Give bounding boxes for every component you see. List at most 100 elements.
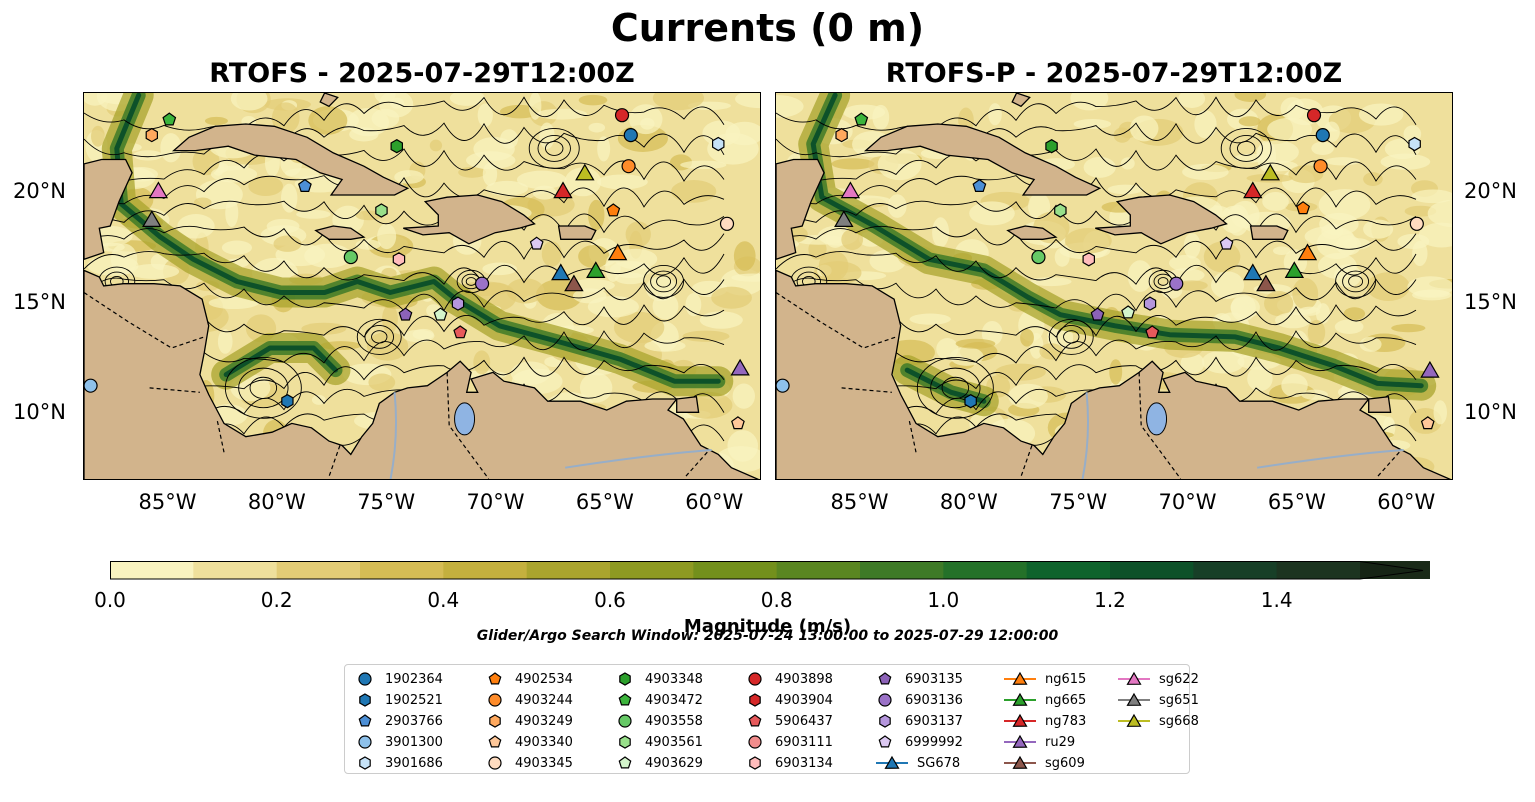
legend-item-4903898: 4903898 xyxy=(745,669,833,689)
platform-5906437 xyxy=(453,325,468,339)
legend-marker-icon xyxy=(358,672,372,686)
streamline xyxy=(776,174,1417,208)
platform-6903134 xyxy=(392,252,406,267)
platform-4903249 xyxy=(145,127,159,143)
map-canvas xyxy=(776,93,1452,479)
streamline xyxy=(84,225,725,260)
glider-ng615 xyxy=(607,243,628,261)
legend-marker-icon xyxy=(1004,755,1036,769)
streamline xyxy=(84,96,725,131)
legend-label: sg668 xyxy=(1159,713,1199,729)
land-jamaica xyxy=(314,225,366,240)
legend-label: 6999992 xyxy=(905,734,963,750)
land-hispaniola xyxy=(403,194,536,245)
legend-item-1902521: 1902521 xyxy=(355,690,443,710)
colorbar-segment xyxy=(1193,561,1278,579)
streamline xyxy=(776,200,1417,234)
glider-ru29 xyxy=(730,358,750,376)
map-panel-rtofs xyxy=(83,92,761,480)
legend-marker-icon xyxy=(358,714,372,727)
land-puerto-rico xyxy=(1249,225,1289,240)
platform-3901300 xyxy=(84,378,98,393)
streamline xyxy=(84,148,725,183)
legend-label: 4902534 xyxy=(515,671,573,687)
platform-4902534 xyxy=(1296,201,1311,215)
platform-1902364 xyxy=(1315,128,1330,143)
x-tick-label: 65°W xyxy=(575,490,634,514)
legend-marker-icon xyxy=(619,672,631,686)
colorbar-segment xyxy=(860,561,944,579)
legend-item-6903137: 6903137 xyxy=(875,711,963,731)
colorbar-segment xyxy=(943,561,1028,579)
y-tick-label: 15°N xyxy=(13,289,66,314)
x-tick-label: 75°W xyxy=(1049,490,1108,514)
legend-marker-icon xyxy=(879,714,891,728)
colorbar-tick-label: 1.0 xyxy=(927,588,960,612)
platform-6903136 xyxy=(474,276,490,291)
legend-marker-icon xyxy=(488,735,502,748)
glider-ng783 xyxy=(1243,181,1263,199)
platform-1902521 xyxy=(281,394,294,409)
streamline xyxy=(84,174,725,208)
legend-item-sg668: sg668 xyxy=(1117,711,1199,731)
platform-6903137 xyxy=(451,296,465,311)
platform-4903345 xyxy=(719,216,735,231)
legend-item-6903135: 6903135 xyxy=(875,669,963,689)
legend-item-4903244: 4903244 xyxy=(485,690,573,710)
legend-item-3901686: 3901686 xyxy=(355,753,443,773)
current-jet-0 xyxy=(810,93,1424,389)
legend-marker-icon xyxy=(878,735,892,748)
legend-label: 4903345 xyxy=(515,755,573,771)
legend-item-4903249: 4903249 xyxy=(485,711,573,731)
streamline xyxy=(776,96,1417,131)
legend-label: 6903134 xyxy=(775,755,833,771)
streamline xyxy=(776,122,1417,158)
legend-marker-icon xyxy=(488,693,502,707)
platform-6903136 xyxy=(1169,276,1184,291)
figure-title: Currents (0 m) xyxy=(610,6,925,50)
legend-marker-icon xyxy=(359,693,371,707)
legend-item-sg651: sg651 xyxy=(1117,690,1199,710)
legend-label: sg609 xyxy=(1045,755,1085,771)
panel-title-rtofs: RTOFS - 2025-07-29T12:00Z xyxy=(209,58,635,89)
streamline xyxy=(776,251,1417,286)
legend-label: 4903629 xyxy=(645,755,703,771)
x-tick-label: 75°W xyxy=(357,490,416,514)
legend-label: sg622 xyxy=(1159,671,1199,687)
glider-ng783 xyxy=(553,181,573,199)
legend-marker-icon xyxy=(359,756,371,770)
legend-marker-icon xyxy=(1004,671,1036,685)
y-tick-label: 20°N xyxy=(13,178,66,203)
land-bahamas-a xyxy=(1011,93,1031,108)
legend-item-6903134: 6903134 xyxy=(745,753,833,773)
map-panel-rtofs-p xyxy=(775,92,1453,480)
glider-ng615 xyxy=(1297,243,1318,261)
platform-3901686 xyxy=(711,136,725,152)
legend-item-ng665: ng665 xyxy=(1003,690,1086,710)
platform-4903472 xyxy=(162,112,177,126)
legend-item-4903340: 4903340 xyxy=(485,732,573,752)
platform-4903244 xyxy=(621,159,636,174)
x-tick-label: 70°W xyxy=(466,490,525,514)
legend-marker-icon xyxy=(876,755,908,769)
streamline xyxy=(84,277,725,312)
legend-item-4903348: 4903348 xyxy=(615,669,703,689)
legend-label: 3901300 xyxy=(385,734,443,750)
legend-item-2903766: 2903766 xyxy=(355,711,443,731)
colorbar-segment xyxy=(360,561,444,579)
x-tick-label: 60°W xyxy=(1377,490,1436,514)
legend-marker-icon xyxy=(1004,734,1036,748)
streamline xyxy=(776,277,1417,312)
platform-3901300 xyxy=(776,378,790,393)
platform-4903561 xyxy=(1054,203,1067,218)
x-tick-label: 80°W xyxy=(247,490,306,514)
colorbar-tick-label: 0.8 xyxy=(760,588,793,612)
glider-sg622 xyxy=(148,181,169,199)
glider-sg609 xyxy=(564,274,584,292)
platform-4903348 xyxy=(390,139,403,154)
legend-label: ng783 xyxy=(1045,713,1087,729)
legend-item-1902364: 1902364 xyxy=(355,669,443,689)
glider-sg668 xyxy=(1260,163,1280,181)
legend-item-6999992: 6999992 xyxy=(875,732,963,752)
legend-label: ng615 xyxy=(1045,671,1087,687)
